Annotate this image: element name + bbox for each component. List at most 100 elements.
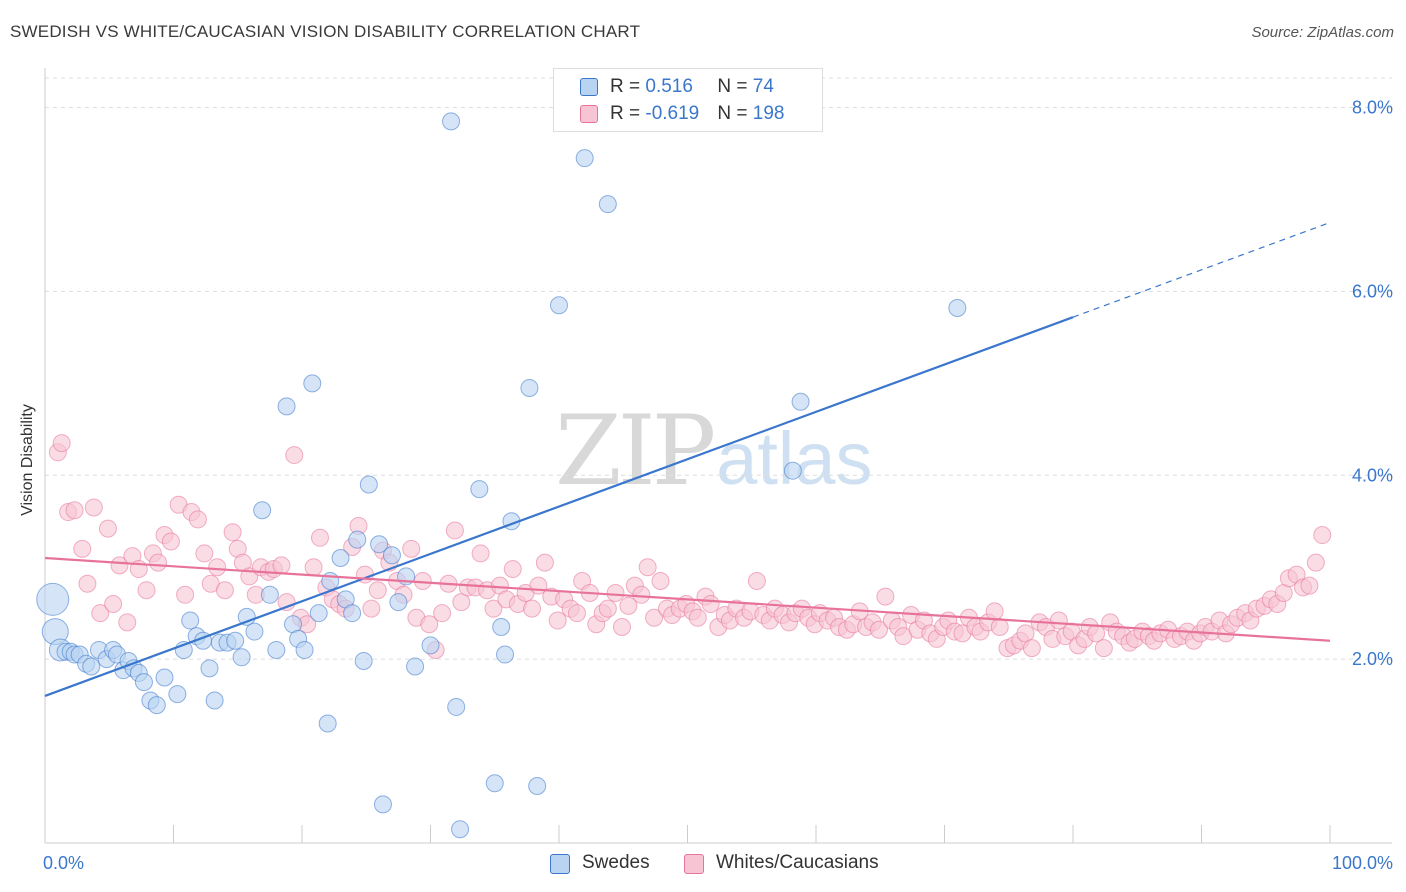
y-tick-label: 8.0% xyxy=(1352,98,1393,118)
swedes-point xyxy=(253,501,272,520)
swedes-point xyxy=(575,149,594,168)
swedes-point xyxy=(155,668,174,687)
chart-title: SWEDISH VS WHITE/CAUCASIAN VISION DISABI… xyxy=(10,22,641,41)
tick-labels: 2.0% 4.0% 6.0% 8.0% 0.0% 100.0% xyxy=(43,98,1393,873)
bottom-legend-label-swedes: Swedes xyxy=(582,852,650,873)
legend-r-value: 0.516 xyxy=(645,76,693,97)
whites-point xyxy=(118,613,137,632)
swedes-point xyxy=(267,640,286,659)
bottom-legend-label-whites: Whites/Caucasians xyxy=(716,852,879,873)
swedes-point xyxy=(442,112,461,131)
swedes-point xyxy=(147,696,166,715)
legend-r-value: -0.619 xyxy=(645,103,700,124)
whites-point xyxy=(598,599,617,618)
whites-point xyxy=(78,574,97,593)
whites-point xyxy=(215,581,234,600)
whites-point xyxy=(484,599,503,618)
series-swedes-points xyxy=(36,112,967,839)
whites-point xyxy=(523,599,542,618)
whites-point xyxy=(73,539,92,558)
swedes-point xyxy=(406,657,425,676)
whites-point xyxy=(285,446,304,465)
legend-text-swedes: R = 0.516 N = 74 xyxy=(610,76,774,98)
swedes-point xyxy=(205,691,224,710)
swedes-point xyxy=(485,774,504,793)
legend-swatch-swedes xyxy=(580,78,598,96)
swedes-point xyxy=(421,636,440,655)
legend-n-label: N = xyxy=(717,103,753,124)
whites-point xyxy=(402,539,421,558)
swedes-point xyxy=(181,611,200,630)
swedes-point xyxy=(309,604,328,623)
whites-point xyxy=(272,556,291,575)
legend-swatch-whites xyxy=(580,105,598,123)
swedes-trend-extension xyxy=(1072,221,1331,318)
watermark-zip: ZIP xyxy=(555,395,716,507)
swedes-trend-line xyxy=(44,316,1074,697)
whites-point xyxy=(52,434,71,453)
whites-point xyxy=(688,608,707,627)
watermark: ZIPatlas xyxy=(555,395,873,507)
whites-point xyxy=(985,602,1004,621)
whites-point xyxy=(195,544,214,563)
whites-point xyxy=(471,544,490,563)
legend-n-label: N = xyxy=(717,76,753,97)
legend-r-label: R = xyxy=(610,76,646,97)
swedes-point xyxy=(389,593,408,612)
swedes-point xyxy=(232,648,251,667)
whites-point xyxy=(137,581,156,600)
legend-box: R = 0.516 N = 74 R = -0.619 N = 198 xyxy=(553,68,823,132)
swedes-point xyxy=(598,195,617,214)
swedes-point xyxy=(343,604,362,623)
swedes-point xyxy=(331,549,350,568)
swedes-point xyxy=(492,617,511,636)
swedes-point xyxy=(348,530,367,549)
whites-point xyxy=(990,617,1009,636)
swedes-point xyxy=(303,374,322,393)
whites-point xyxy=(651,572,670,591)
whites-point xyxy=(612,617,631,636)
whites-point xyxy=(1049,611,1068,630)
whites-point xyxy=(110,556,129,575)
swedes-point xyxy=(354,651,373,670)
swedes-point xyxy=(226,631,245,650)
swedes-point xyxy=(948,298,967,317)
swedes-point xyxy=(36,582,70,616)
swedes-point xyxy=(168,685,187,704)
bottom-legend-swatch-whites xyxy=(684,854,704,874)
swedes-point xyxy=(82,657,101,676)
whites-point xyxy=(98,519,117,538)
swedes-point xyxy=(791,392,810,411)
swedes-point xyxy=(528,777,547,796)
whites-point xyxy=(91,604,110,623)
swedes-point xyxy=(370,535,389,554)
swedes-point xyxy=(200,659,219,678)
swedes-point xyxy=(783,461,802,480)
swedes-point xyxy=(447,697,466,716)
whites-point xyxy=(548,611,567,630)
whites-point xyxy=(310,528,329,547)
legend-text-whites: R = -0.619 N = 198 xyxy=(610,103,784,125)
whites-point xyxy=(304,558,323,577)
whites-point xyxy=(567,604,586,623)
whites-point xyxy=(1306,553,1325,572)
swedes-point xyxy=(470,480,489,499)
whites-trend-line xyxy=(44,556,1331,642)
whites-point xyxy=(701,594,720,613)
legend-r-label: R = xyxy=(610,103,646,124)
whites-point xyxy=(84,498,103,517)
whites-point xyxy=(433,604,452,623)
y-tick-label: 6.0% xyxy=(1352,281,1393,301)
whites-point xyxy=(645,608,664,627)
whites-point xyxy=(1300,576,1319,595)
x-tick-label-min: 0.0% xyxy=(43,853,84,873)
whites-point xyxy=(638,558,657,577)
whites-point xyxy=(632,585,651,604)
whites-point xyxy=(368,581,387,600)
whites-point xyxy=(619,596,638,615)
whites-point xyxy=(223,523,242,542)
y-tick-label: 4.0% xyxy=(1352,465,1393,485)
swedes-point xyxy=(496,645,515,664)
whites-point xyxy=(869,620,888,639)
